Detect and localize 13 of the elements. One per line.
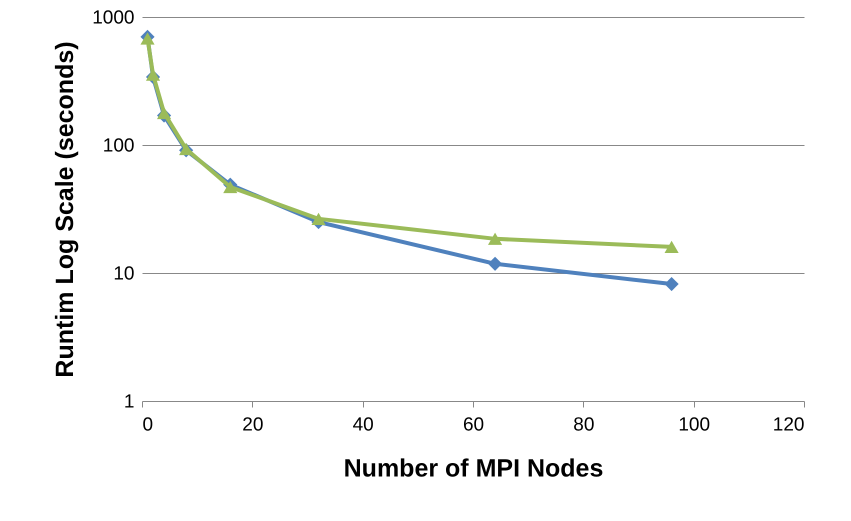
x-tick-label: 80 (573, 414, 594, 436)
x-tick-label: 120 (772, 414, 804, 436)
x-tick-label: 100 (678, 414, 710, 436)
y-tick-label: 1000 (92, 8, 134, 28)
y-tick-label: 10 (113, 264, 134, 284)
y-tick-label: 100 (102, 136, 134, 156)
y-tick-label: 1 (124, 392, 134, 412)
y-axis-title: Runtim Log Scale (seconds) (51, 41, 80, 378)
x-tick-label: 40 (352, 414, 374, 436)
x-axis-title: Number of MPI Nodes (344, 454, 604, 482)
x-tick-label: 60 (462, 414, 484, 436)
x-tick-label: 20 (242, 414, 264, 436)
x-tick-label: 0 (142, 414, 154, 436)
